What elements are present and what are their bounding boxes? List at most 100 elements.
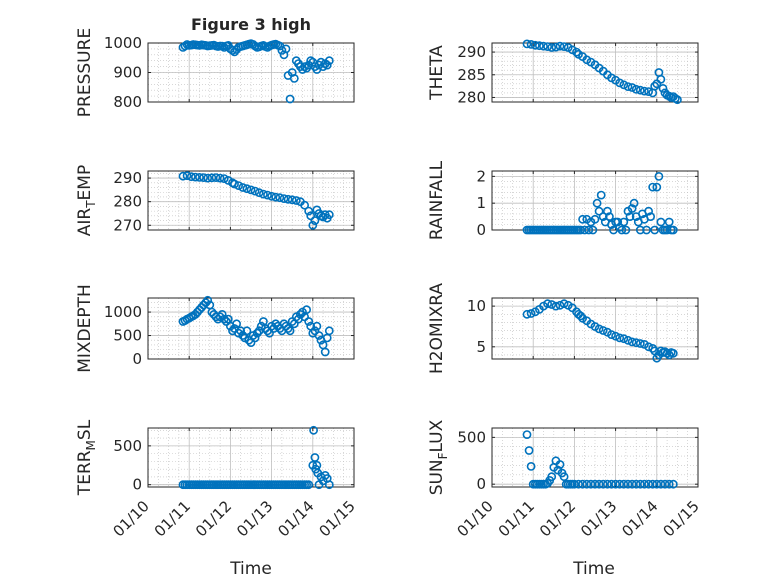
data-point	[652, 182, 662, 192]
data-point	[279, 194, 289, 203]
data-point	[182, 171, 192, 181]
data-point	[613, 217, 623, 227]
subplot-3: 270 280 290 AIRTEMP	[75, 165, 355, 236]
data-point	[594, 206, 604, 216]
data-point	[232, 319, 241, 329]
data-point	[603, 206, 612, 216]
data-point	[186, 172, 196, 182]
data-point	[314, 331, 324, 340]
data-point	[658, 84, 668, 93]
y-tick-label: 500	[113, 327, 142, 345]
data-point	[576, 225, 585, 235]
subplot-6: 5 10 H2OMIXRA	[427, 283, 699, 374]
data-point	[178, 171, 188, 181]
x-tick-label: 01/11	[495, 497, 538, 540]
data-point	[617, 225, 627, 235]
y-axis-label: H2OMIXRA	[427, 283, 447, 374]
y-tick-label: 0	[476, 475, 486, 493]
x-tick-label: 01/10	[454, 497, 497, 540]
data-point	[588, 225, 598, 235]
data-point	[300, 62, 309, 71]
data-point	[551, 42, 561, 52]
data-point	[590, 214, 600, 224]
x-tick-label: 01/14	[274, 497, 317, 540]
data-point	[203, 295, 213, 305]
data-point	[543, 299, 552, 309]
data-point	[572, 47, 581, 57]
data-point	[310, 216, 320, 225]
axes-background	[492, 428, 698, 487]
y-tick-label: 500	[113, 437, 142, 455]
data-point	[291, 196, 301, 205]
data-point	[242, 184, 252, 194]
data-point	[619, 334, 629, 344]
data-point	[547, 300, 557, 309]
data-point	[300, 200, 309, 210]
data-point	[254, 188, 264, 198]
x-tick-label: 01/15	[316, 497, 359, 540]
data-point	[283, 194, 293, 204]
data-point	[304, 317, 314, 326]
data-point	[619, 80, 629, 90]
data-point	[267, 191, 276, 201]
y-axis-label: PRESSURE	[75, 28, 95, 117]
y-tick-label: 5	[476, 338, 486, 356]
y-tick-label: 800	[113, 93, 142, 111]
x-tick-label: 01/13	[233, 497, 276, 540]
y-axis-label: TERRMSL	[75, 419, 98, 496]
x-tick-label: 01/10	[110, 497, 153, 540]
data-point	[668, 225, 678, 235]
data-point	[324, 326, 334, 336]
data-point	[644, 87, 653, 96]
data-point	[635, 339, 645, 348]
data-point	[605, 212, 614, 221]
data-point	[594, 479, 604, 489]
axes-box	[491, 170, 699, 231]
data-point	[289, 74, 299, 83]
data-point	[310, 453, 320, 462]
y-tick-label: 10	[467, 297, 486, 315]
x-tick-label: 01/15	[660, 497, 703, 540]
y-tick-label: 0	[132, 476, 142, 494]
data-point	[627, 479, 637, 489]
data-point	[631, 479, 641, 489]
data-point	[559, 472, 569, 482]
data-point	[596, 190, 606, 200]
data-point	[246, 185, 256, 195]
y-axis-label: RAINFALL	[427, 160, 447, 240]
data-point	[252, 328, 262, 338]
data-point	[195, 172, 204, 182]
data-point	[582, 479, 592, 489]
data-point	[578, 479, 587, 489]
data-point	[322, 60, 332, 70]
x-tick-label: 01/11	[151, 497, 194, 540]
data-point	[592, 198, 602, 208]
data-point	[627, 204, 637, 213]
data-point	[598, 212, 608, 221]
data-point	[598, 326, 608, 335]
data-point	[304, 206, 314, 216]
data-point	[250, 186, 260, 196]
y-tick-label: 2	[476, 167, 486, 185]
y-axis-label: MIXDEPTH	[75, 284, 95, 373]
data-point	[539, 41, 548, 51]
data-point	[281, 44, 291, 54]
y-tick-label: 285	[457, 66, 486, 84]
data-point	[522, 430, 532, 439]
data-point	[664, 350, 674, 360]
axes-box	[491, 297, 699, 360]
data-point	[584, 225, 594, 235]
data-point	[576, 311, 585, 321]
data-point	[324, 210, 334, 220]
x-axis-label-right: Time	[572, 559, 615, 579]
axes-box	[491, 427, 699, 488]
data-point	[644, 342, 653, 352]
data-point	[574, 479, 583, 489]
y-axis-label: AIRTEMP	[75, 165, 98, 236]
y-tick-label: 500	[457, 428, 486, 446]
data-point	[615, 78, 625, 88]
data-point	[660, 479, 670, 489]
data-point	[312, 321, 322, 331]
